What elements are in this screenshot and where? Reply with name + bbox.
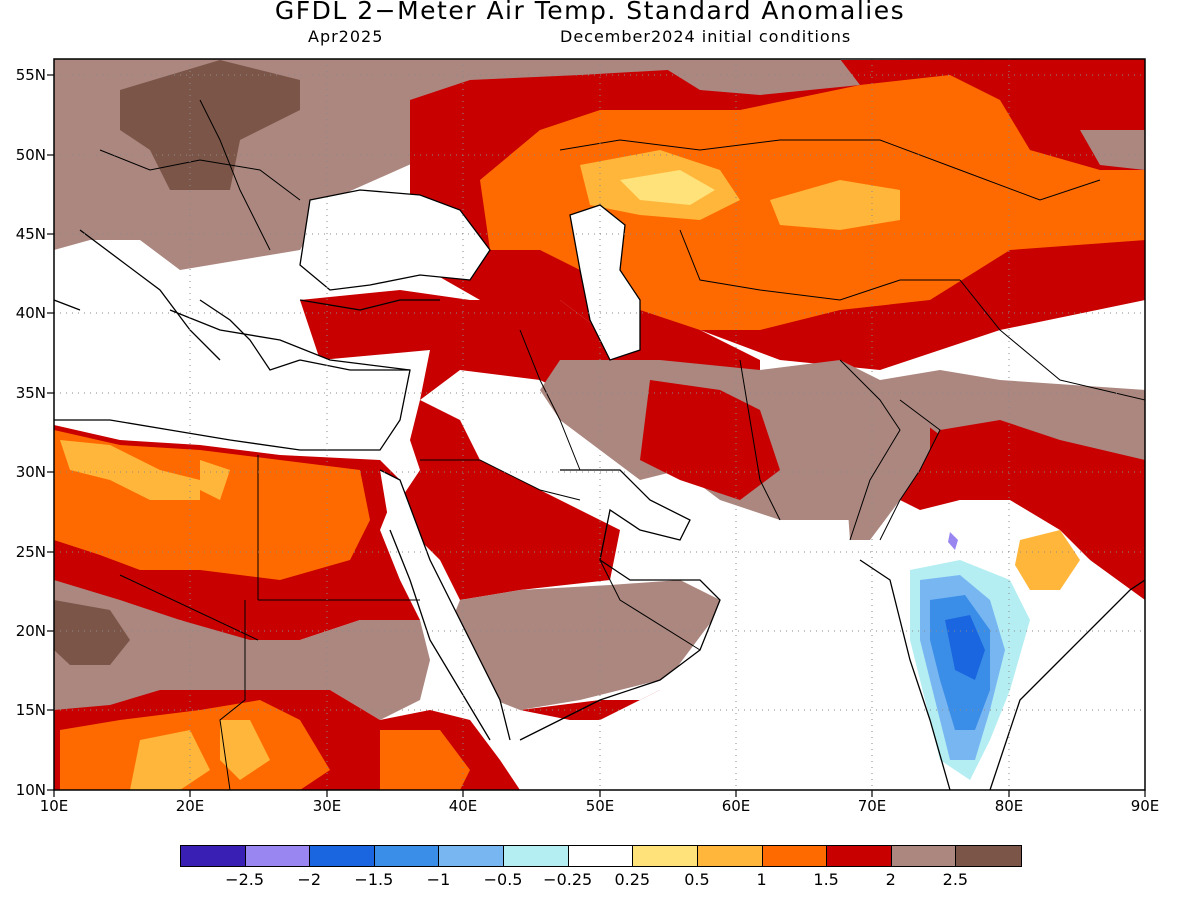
central-europe-dark-brown (120, 60, 300, 190)
colorbar-swatch (374, 846, 440, 866)
sahel-brown (54, 580, 430, 720)
colorbar-label: −0.5 (483, 870, 523, 889)
turkey-coast (299, 299, 440, 371)
lon-label-50: 50E (585, 797, 615, 815)
colorbar-label: 2 (885, 870, 896, 889)
red-sea-coast (379, 469, 511, 741)
colorbar-swatch (245, 846, 311, 866)
kazakh-yellow-region (580, 150, 900, 230)
lat-label-50: 50N (15, 146, 46, 164)
border-afghan-pak (839, 359, 901, 541)
anomaly-fields (54, 59, 1145, 790)
colorbar-swatch (956, 846, 1021, 866)
sahel-yellow (130, 720, 270, 790)
border-iraq-iran (519, 329, 581, 471)
border-europe-2 (199, 99, 271, 251)
lat-label-30: 30N (15, 463, 46, 481)
lat-label-25: 25N (15, 543, 46, 561)
lat-label-10: 10N (15, 781, 46, 799)
libya-yellow (60, 440, 230, 500)
black-sea-coast (299, 189, 491, 291)
mediterranean (54, 300, 410, 450)
colorbar-swatch (310, 846, 375, 866)
colorbar-swatch (181, 846, 246, 866)
chad-dark-brown (54, 600, 130, 665)
colorbar-swatch (633, 846, 698, 866)
arabia-brown (440, 580, 720, 710)
colorbar-label: −0.25 (543, 870, 593, 889)
border-saudi (420, 459, 701, 651)
lon-label-60: 60E (721, 797, 751, 815)
lon-label-20: 20E (175, 797, 205, 815)
greece-coast (199, 299, 301, 371)
border-europe-1 (99, 149, 301, 201)
border-sudan-chad (219, 600, 246, 790)
colorbar-swatch (504, 846, 569, 866)
axis-ticks (47, 74, 1146, 797)
colorbar (180, 845, 1022, 867)
colorbar-swatch (697, 846, 763, 866)
lat-label-55: 55N (15, 66, 46, 84)
colorbar-swatch (762, 846, 828, 866)
lon-label-30: 30E (312, 797, 342, 815)
colorbar-label: −1.5 (354, 870, 394, 889)
persian-gulf (580, 470, 690, 540)
arabian-sea (520, 560, 930, 790)
colorbar-label: 0.5 (684, 870, 710, 889)
lat-label-35: 35N (15, 384, 46, 402)
lat-label-40: 40N (15, 304, 46, 322)
med-coast (54, 309, 411, 451)
colorbar-label: −2 (297, 870, 322, 889)
lon-label-90: 90E (1130, 797, 1160, 815)
lat-label-15: 15N (15, 701, 46, 719)
lat-label-20: 20N (15, 622, 46, 640)
colorbar-label: 0.25 (614, 870, 651, 889)
colorbar-label: 2.5 (942, 870, 969, 889)
border-india-pak (879, 399, 941, 541)
india-coast (859, 559, 1145, 790)
colorbar-label: 1.5 (813, 870, 839, 889)
colorbar-swatch (439, 846, 505, 866)
lon-label-80: 80E (994, 797, 1024, 815)
colorbar-label: −2.5 (225, 870, 265, 889)
colorbar-label: −1 (426, 870, 451, 889)
italy-coast (54, 229, 221, 361)
border-iran-afghan (739, 359, 781, 521)
india-east-orange (1015, 530, 1080, 590)
border-china (959, 279, 1145, 401)
initial-conditions: December2024 initial conditions (560, 27, 852, 46)
country-borders (99, 99, 1145, 790)
map-title: GFDL 2−Meter Air Temp. Standard Anomalie… (274, 0, 906, 25)
lat-label-45: 45N (15, 225, 46, 243)
red-sea (380, 470, 510, 740)
border-libya-chad (119, 574, 259, 641)
colorbar-swatch (891, 846, 957, 866)
border-russia-kazakh (559, 139, 1101, 201)
caspian-coast (569, 204, 641, 361)
lon-label-40: 40E (448, 797, 478, 815)
border-kazakh (679, 229, 960, 301)
colorbar-swatch (568, 846, 634, 866)
black-sea (300, 190, 490, 290)
forecast-month: Apr2025 (308, 27, 384, 46)
north-brown-region (650, 59, 1145, 170)
colorbar-label: 1 (756, 870, 767, 889)
lon-label-10: 10E (39, 797, 69, 815)
gujarat-purple (948, 532, 958, 550)
colorbar-swatch (827, 846, 892, 866)
kazakh-light-yellow (620, 170, 715, 205)
lon-label-70: 70E (857, 797, 887, 815)
